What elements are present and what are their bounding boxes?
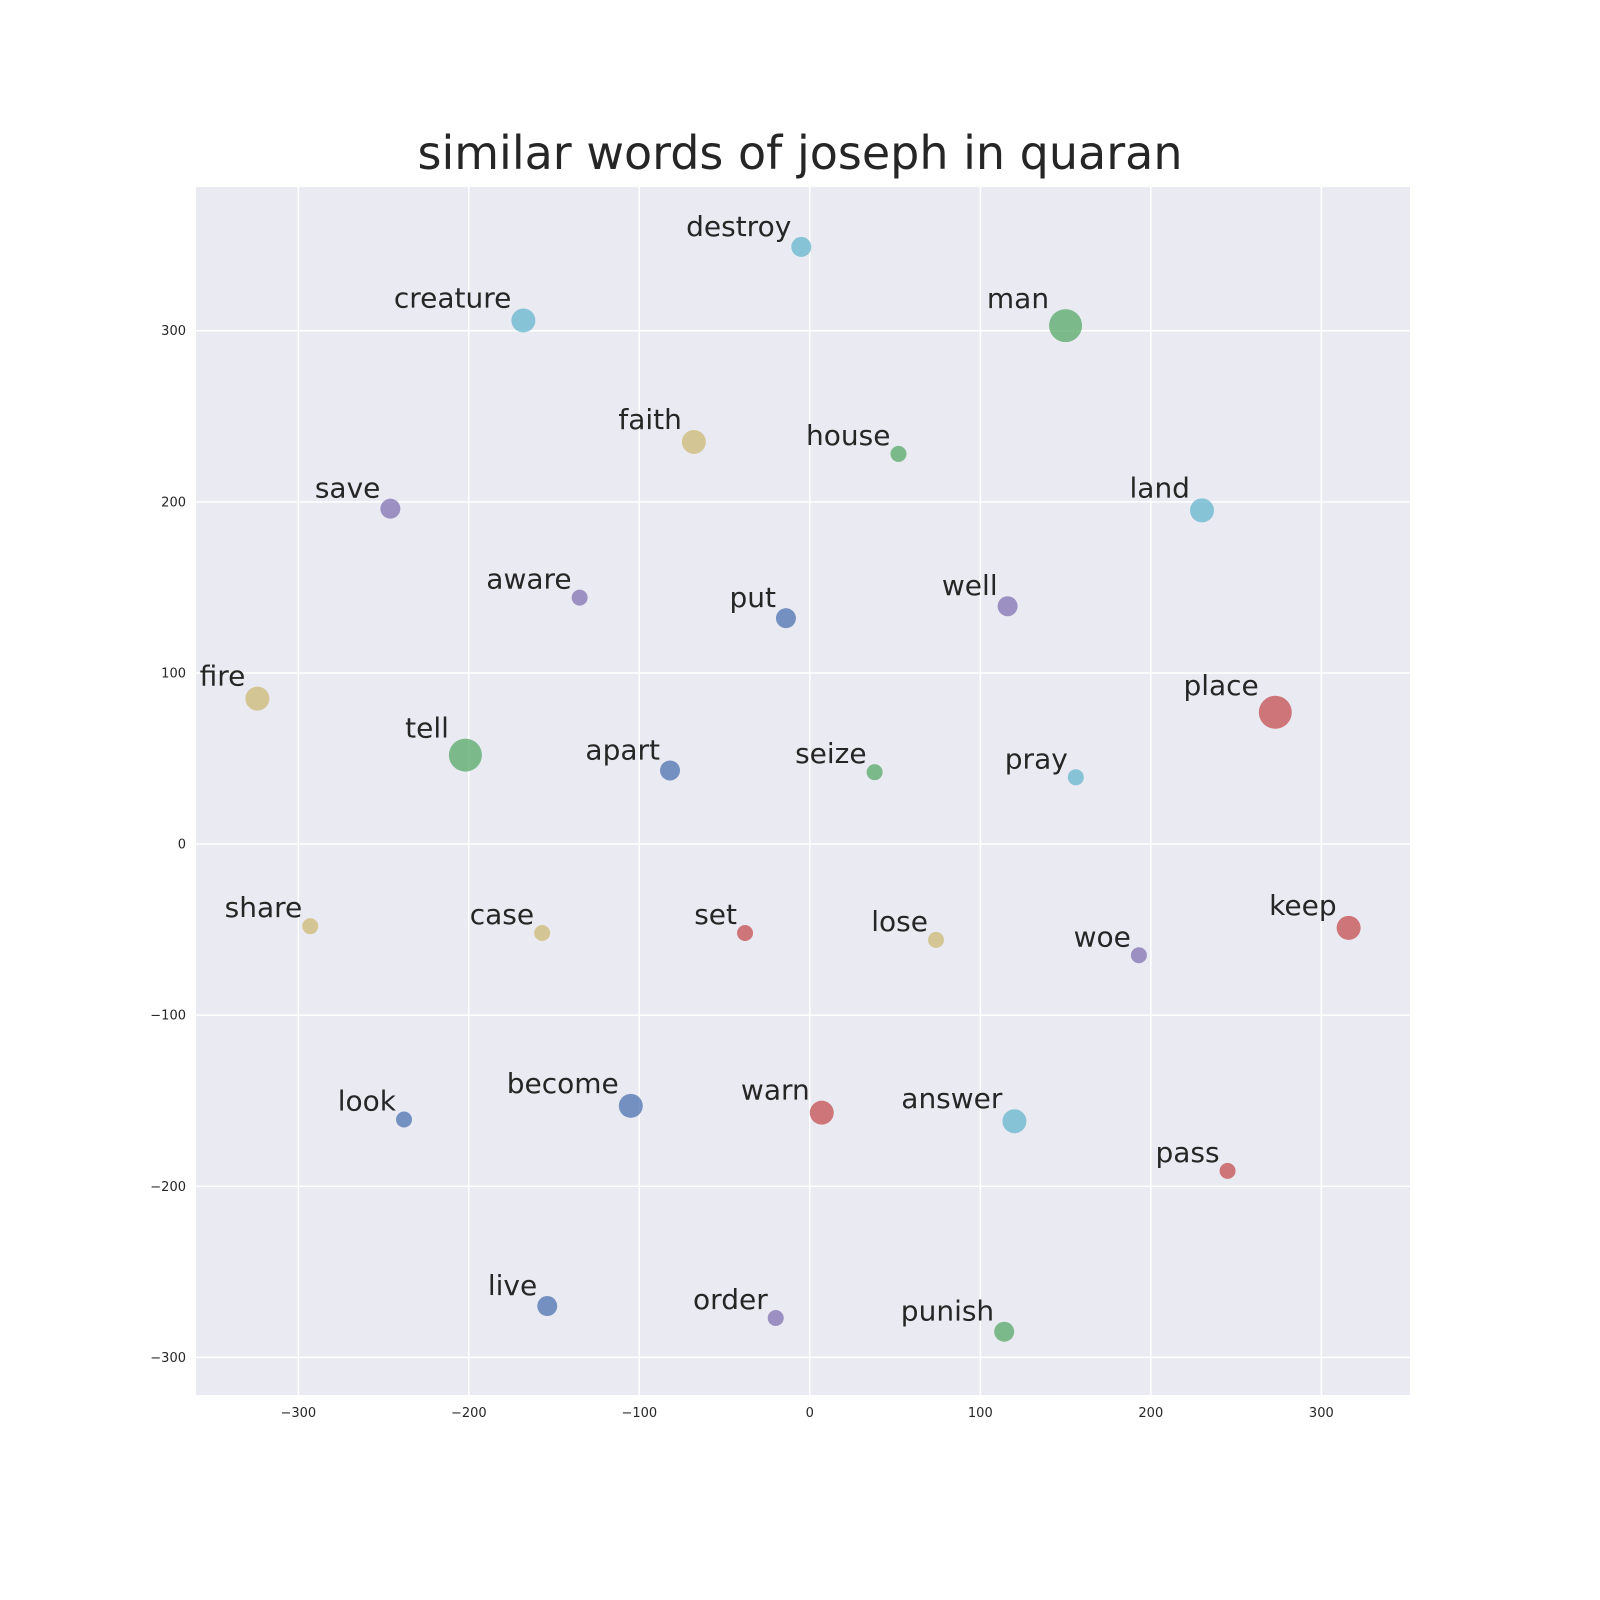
x-tick-label: 200 [1138,1406,1163,1421]
data-label-apart: apart [585,733,660,766]
data-point-share [302,918,319,935]
data-label-warn: warn [741,1074,810,1107]
data-label-creature: creature [394,281,512,314]
data-label-pray: pray [1005,742,1068,775]
data-point-keep [1336,915,1361,940]
x-tick-label: −300 [280,1406,316,1421]
data-point-woe [1130,947,1147,964]
data-point-pray [1067,769,1084,786]
x-tick-label: 0 [806,1406,814,1421]
data-points [245,236,1361,1342]
data-label-woe: woe [1074,920,1131,953]
data-point-fire [245,686,270,711]
data-point-live [537,1296,558,1317]
data-point-apart [660,760,681,781]
data-point-save [380,498,401,519]
data-label-case: case [470,898,534,931]
data-point-tell [448,738,482,772]
data-label-answer: answer [901,1082,1003,1115]
data-point-lose [927,931,944,948]
data-label-lose: lose [871,905,928,938]
x-tick-label: −200 [451,1406,487,1421]
data-point-look [396,1111,413,1128]
data-label-well: well [942,569,998,602]
data-label-destroy: destroy [686,210,791,243]
data-point-faith [681,429,706,454]
data-label-keep: keep [1269,889,1336,922]
x-tick-label: −100 [621,1406,657,1421]
data-label-order: order [693,1283,768,1316]
data-point-set [737,925,754,942]
data-label-become: become [507,1067,619,1100]
data-point-seize [866,764,883,781]
axis-ticks: −300 −200 −100 0 100 200 300 −300 −200 −100 0 100 20… [150,324,1333,1421]
data-label-aware: aware [486,563,571,596]
data-label-seize: seize [795,737,867,770]
data-label-share: share [225,891,303,924]
data-label-man: man [987,282,1049,315]
data-labels: destroy creature man faith house save land awar… [200,210,1337,1328]
data-point-order [767,1310,784,1327]
data-point-land [1189,498,1214,523]
y-tick-label: 200 [161,495,186,510]
y-tick-label: −200 [150,1180,186,1195]
data-point-put [775,608,796,629]
data-point-case [534,925,551,942]
data-label-punish: punish [901,1295,994,1328]
data-point-man [1049,309,1083,343]
data-point-place [1258,695,1292,729]
data-point-well [997,596,1018,617]
data-point-become [618,1093,643,1118]
data-point-creature [511,308,536,333]
data-label-save: save [315,472,381,505]
data-label-faith: faith [618,403,682,436]
data-label-place: place [1183,669,1258,702]
data-label-fire: fire [200,660,246,693]
data-label-put: put [729,581,776,614]
data-label-pass: pass [1155,1136,1219,1169]
data-label-house: house [806,419,890,452]
data-label-tell: tell [405,712,449,745]
data-point-answer [1002,1109,1027,1134]
data-point-pass [1219,1162,1236,1179]
data-point-punish [994,1321,1015,1342]
y-tick-label: 0 [178,838,186,853]
data-point-destroy [791,236,812,257]
plot-area [196,187,1410,1395]
y-tick-label: −300 [150,1351,186,1366]
x-tick-label: 300 [1309,1406,1334,1421]
data-point-house [890,445,907,462]
y-tick-label: 300 [161,324,186,339]
data-label-set: set [694,898,737,931]
data-label-look: look [338,1085,397,1118]
chart-title: similar words of joseph in quaran [418,126,1183,180]
data-label-live: live [488,1269,537,1302]
y-tick-label: −100 [150,1009,186,1024]
y-tick-label: 100 [161,666,186,681]
data-point-warn [809,1100,834,1125]
data-point-aware [571,589,588,606]
data-label-land: land [1130,471,1190,504]
x-tick-label: 100 [968,1406,993,1421]
